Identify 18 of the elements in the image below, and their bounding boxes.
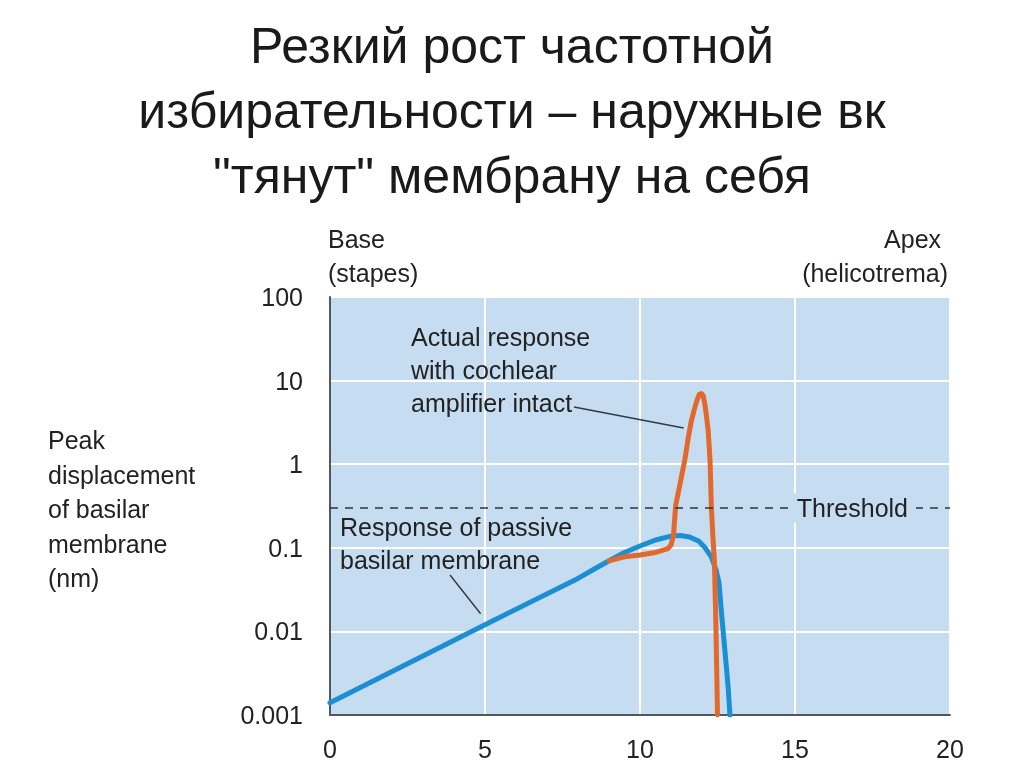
ref-line-label: Threshold: [796, 493, 908, 522]
x-tick-label: 15: [781, 734, 809, 763]
x-tick-label: 10: [626, 734, 654, 763]
y-tick-label: 0.1: [268, 533, 303, 562]
y-tick-label: 1: [289, 450, 303, 479]
chart-title: Резкий рост частотной избирательности – наружные вк "тянут" мембрану на себя: [137, 17, 887, 206]
text: Base (stapes): [328, 225, 419, 287]
x-tick-label: 5: [478, 734, 492, 763]
x-tick-label: 20: [936, 734, 964, 763]
text: Apex (helicotrema): [802, 225, 948, 287]
y-tick-label: 0.001: [240, 701, 303, 729]
y-axis-title: Peak displacement of basilar membrane (nm): [48, 426, 203, 593]
series-label: Response of passive basilar membrane: [340, 512, 580, 574]
y-tick-label: 10: [275, 366, 303, 395]
y-tick-label: 0.01: [254, 617, 303, 646]
x-tick-label: 0: [323, 734, 337, 763]
text: Actual response with cochlear amplifier intact: [410, 322, 598, 417]
y-tick-label: 100: [261, 283, 303, 311]
